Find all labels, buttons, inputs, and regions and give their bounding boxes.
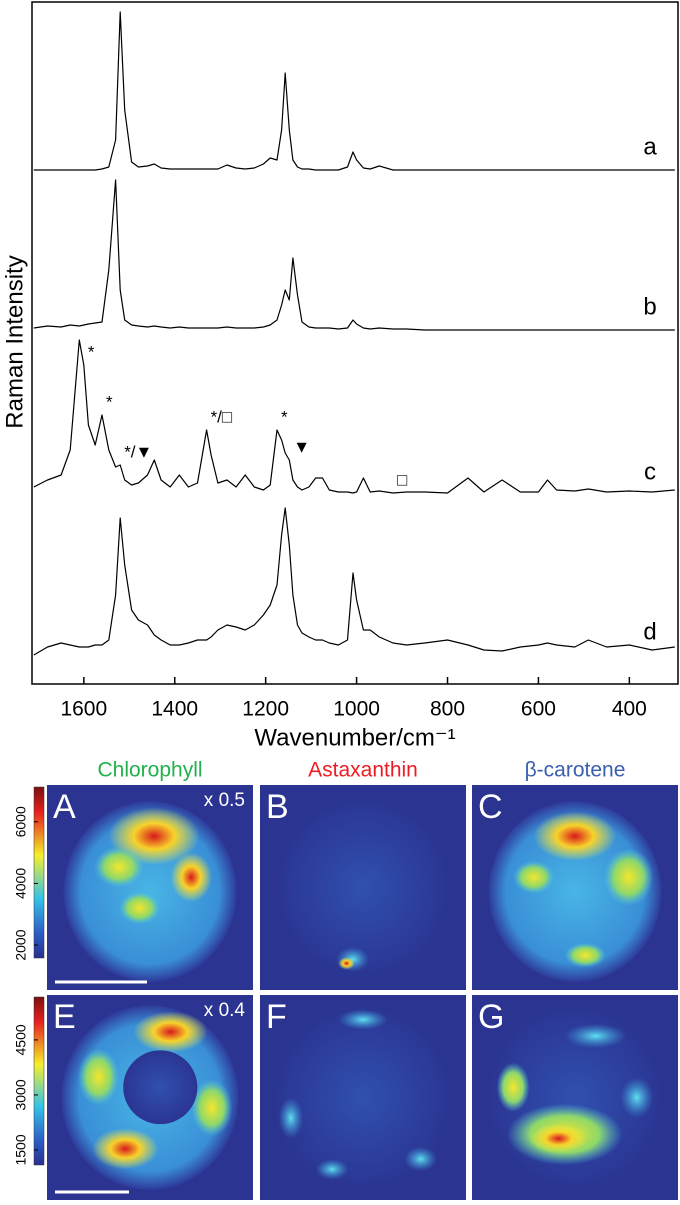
column-title: β-carotene [525,759,626,782]
x-tick-label: 600 [521,698,556,721]
peak-annotation: * [88,342,95,361]
x-tick-label: 1200 [242,698,289,721]
x-tick-label: 400 [612,698,647,721]
panel-letter: B [266,788,289,826]
panel-letter: E [53,998,76,1036]
heatmap-region [278,1097,304,1139]
scale-note: x 0.5 [204,790,245,811]
heatmap-region [496,1062,530,1112]
series-label: a [643,133,657,160]
heatmap-region [315,1159,349,1180]
colorbar-tick-label: 2000 [13,929,29,960]
colorbar-tick-label: 3000 [13,1079,29,1110]
heatmap-region [513,860,555,894]
heatmap-region [404,1146,438,1172]
heatmap-region [94,846,144,888]
panel-letter: A [53,788,76,826]
x-tick-label: 1000 [333,698,380,721]
series-label: d [643,618,656,645]
panel-letter: G [478,998,504,1036]
scale-note: x 0.4 [204,1000,246,1021]
heatmap-region [170,852,212,902]
heatmap-region [123,1050,198,1125]
x-tick-label: 800 [430,698,465,721]
heatmap-region [533,811,617,861]
series-label: b [643,293,656,320]
panel-letter: F [266,998,287,1036]
heatmap-region [338,957,355,970]
heatmap-region [119,891,161,925]
heatmap-region [276,797,450,978]
spectrum [33,507,675,656]
heatmap-region [603,848,654,906]
colorbar-tick-label: 6000 [13,806,29,837]
spectrum [33,339,675,494]
x-tick-label: 1400 [151,698,198,721]
spectrum [33,11,675,171]
heatmap-region [92,1128,159,1170]
peak-annotation: * [281,407,288,426]
heatmap-region [620,1077,654,1118]
colorbar-tick-label: 4000 [13,868,29,899]
series-label: c [644,458,656,485]
heatmap-region [274,1005,452,1190]
x-tick-label: 1600 [60,698,107,721]
spectrum [33,179,675,331]
heatmap-region [529,1124,588,1153]
peak-annotation: * [106,392,113,411]
column-title: Astaxanthin [308,759,418,782]
peak-annotation: */▼ [124,442,152,461]
heatmap-region [77,1048,120,1106]
peak-annotation: □ [397,470,407,489]
heatmap-region [338,1009,388,1030]
colorbar [33,996,45,1166]
heatmap-region [133,1011,208,1053]
peak-annotation: */□ [211,407,233,426]
peak-annotation: ▼ [293,437,310,456]
x-axis-label: Wavenumber/cm⁻¹ [254,724,455,751]
heatmap-region [564,942,606,968]
heatmap-region [564,1023,627,1049]
y-axis-label: Raman Intensity [1,255,28,428]
colorbar [33,786,45,959]
colorbar-tick-label: 1500 [13,1134,29,1165]
panel-letter: C [478,788,503,826]
column-title: Chlorophyll [97,759,202,782]
colorbar-tick-label: 4500 [13,1024,29,1055]
heatmap-region [488,801,662,982]
heatmap-region [191,1079,233,1137]
plot-frame [31,1,679,685]
